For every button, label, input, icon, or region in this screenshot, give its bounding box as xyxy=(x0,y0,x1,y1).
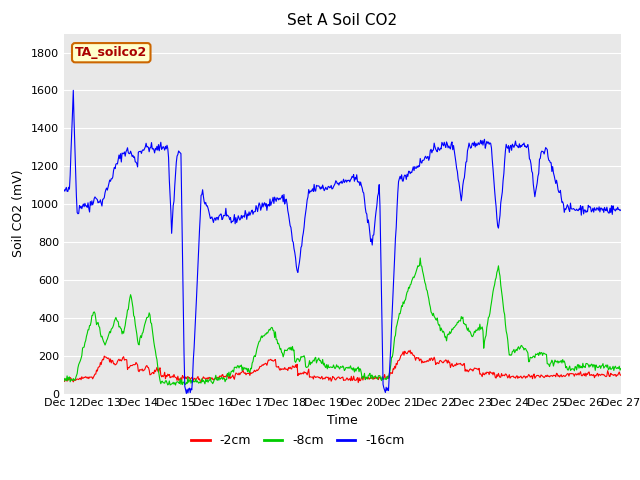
-8cm xyxy=(617,366,625,372)
-16cm xyxy=(186,385,193,391)
-2cm xyxy=(214,375,221,381)
Text: TA_soilco2: TA_soilco2 xyxy=(75,46,147,59)
-16cm xyxy=(617,207,625,213)
Line: -8cm: -8cm xyxy=(64,258,621,385)
-16cm xyxy=(428,150,436,156)
-16cm xyxy=(412,166,419,171)
-8cm xyxy=(70,377,78,383)
Line: -16cm: -16cm xyxy=(64,90,621,394)
X-axis label: Time: Time xyxy=(327,414,358,427)
-2cm xyxy=(70,377,78,383)
-8cm xyxy=(428,311,436,316)
-8cm xyxy=(127,295,135,300)
-8cm xyxy=(172,382,179,388)
-2cm xyxy=(60,379,68,384)
-8cm xyxy=(185,379,193,385)
-16cm xyxy=(71,144,79,149)
-8cm xyxy=(411,273,419,278)
-2cm xyxy=(617,372,625,378)
Legend: -2cm, -8cm, -16cm: -2cm, -8cm, -16cm xyxy=(186,429,410,452)
-2cm xyxy=(406,348,414,353)
Y-axis label: Soil CO2 (mV): Soil CO2 (mV) xyxy=(12,170,26,257)
-16cm xyxy=(128,154,136,159)
Title: Set A Soil CO2: Set A Soil CO2 xyxy=(287,13,397,28)
Line: -2cm: -2cm xyxy=(64,350,621,383)
-8cm xyxy=(417,255,424,261)
-8cm xyxy=(214,375,222,381)
-16cm xyxy=(60,187,68,192)
-2cm xyxy=(355,380,362,385)
-2cm xyxy=(184,374,192,380)
-2cm xyxy=(127,363,135,369)
-8cm xyxy=(60,378,68,384)
-2cm xyxy=(412,358,419,363)
-16cm xyxy=(182,391,190,396)
-2cm xyxy=(428,355,436,361)
-16cm xyxy=(70,87,77,93)
-16cm xyxy=(215,213,223,219)
